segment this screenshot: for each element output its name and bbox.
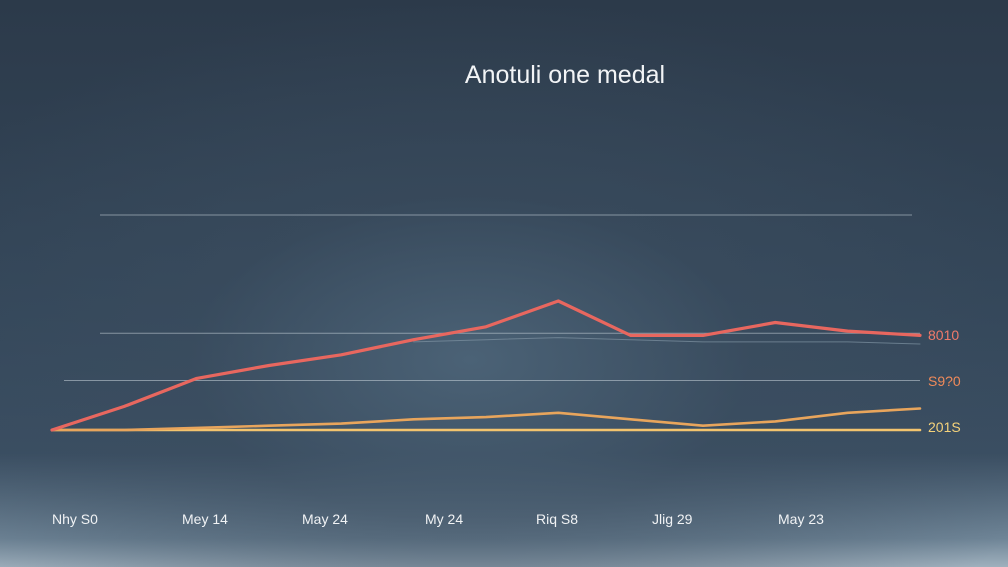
x-tick-label: May 23	[778, 511, 824, 527]
x-tick-label: My 24	[425, 511, 463, 527]
x-axis-ticks: Nhy S0 Mey 14 May 24 My 24 Riq S8 Jlig 29 May …	[52, 511, 824, 527]
x-tick-label: Mey 14	[182, 511, 228, 527]
end-label: 201S	[928, 419, 961, 435]
end-labels: 8010 S9?0 201S	[928, 327, 961, 435]
x-tick-label: May 24	[302, 511, 348, 527]
x-tick-label: Jlig 29	[652, 511, 693, 527]
x-tick-label: Riq S8	[536, 511, 578, 527]
series-line-3	[413, 337, 921, 345]
series-lines	[50, 299, 922, 432]
end-label: S9?0	[928, 373, 961, 389]
series-line-1	[50, 407, 922, 432]
gridlines	[64, 214, 920, 382]
series-line-0	[50, 299, 922, 432]
end-label: 8010	[928, 327, 959, 343]
chart-title: Anotuli one medal	[465, 61, 665, 89]
x-tick-label: Nhy S0	[52, 511, 98, 527]
